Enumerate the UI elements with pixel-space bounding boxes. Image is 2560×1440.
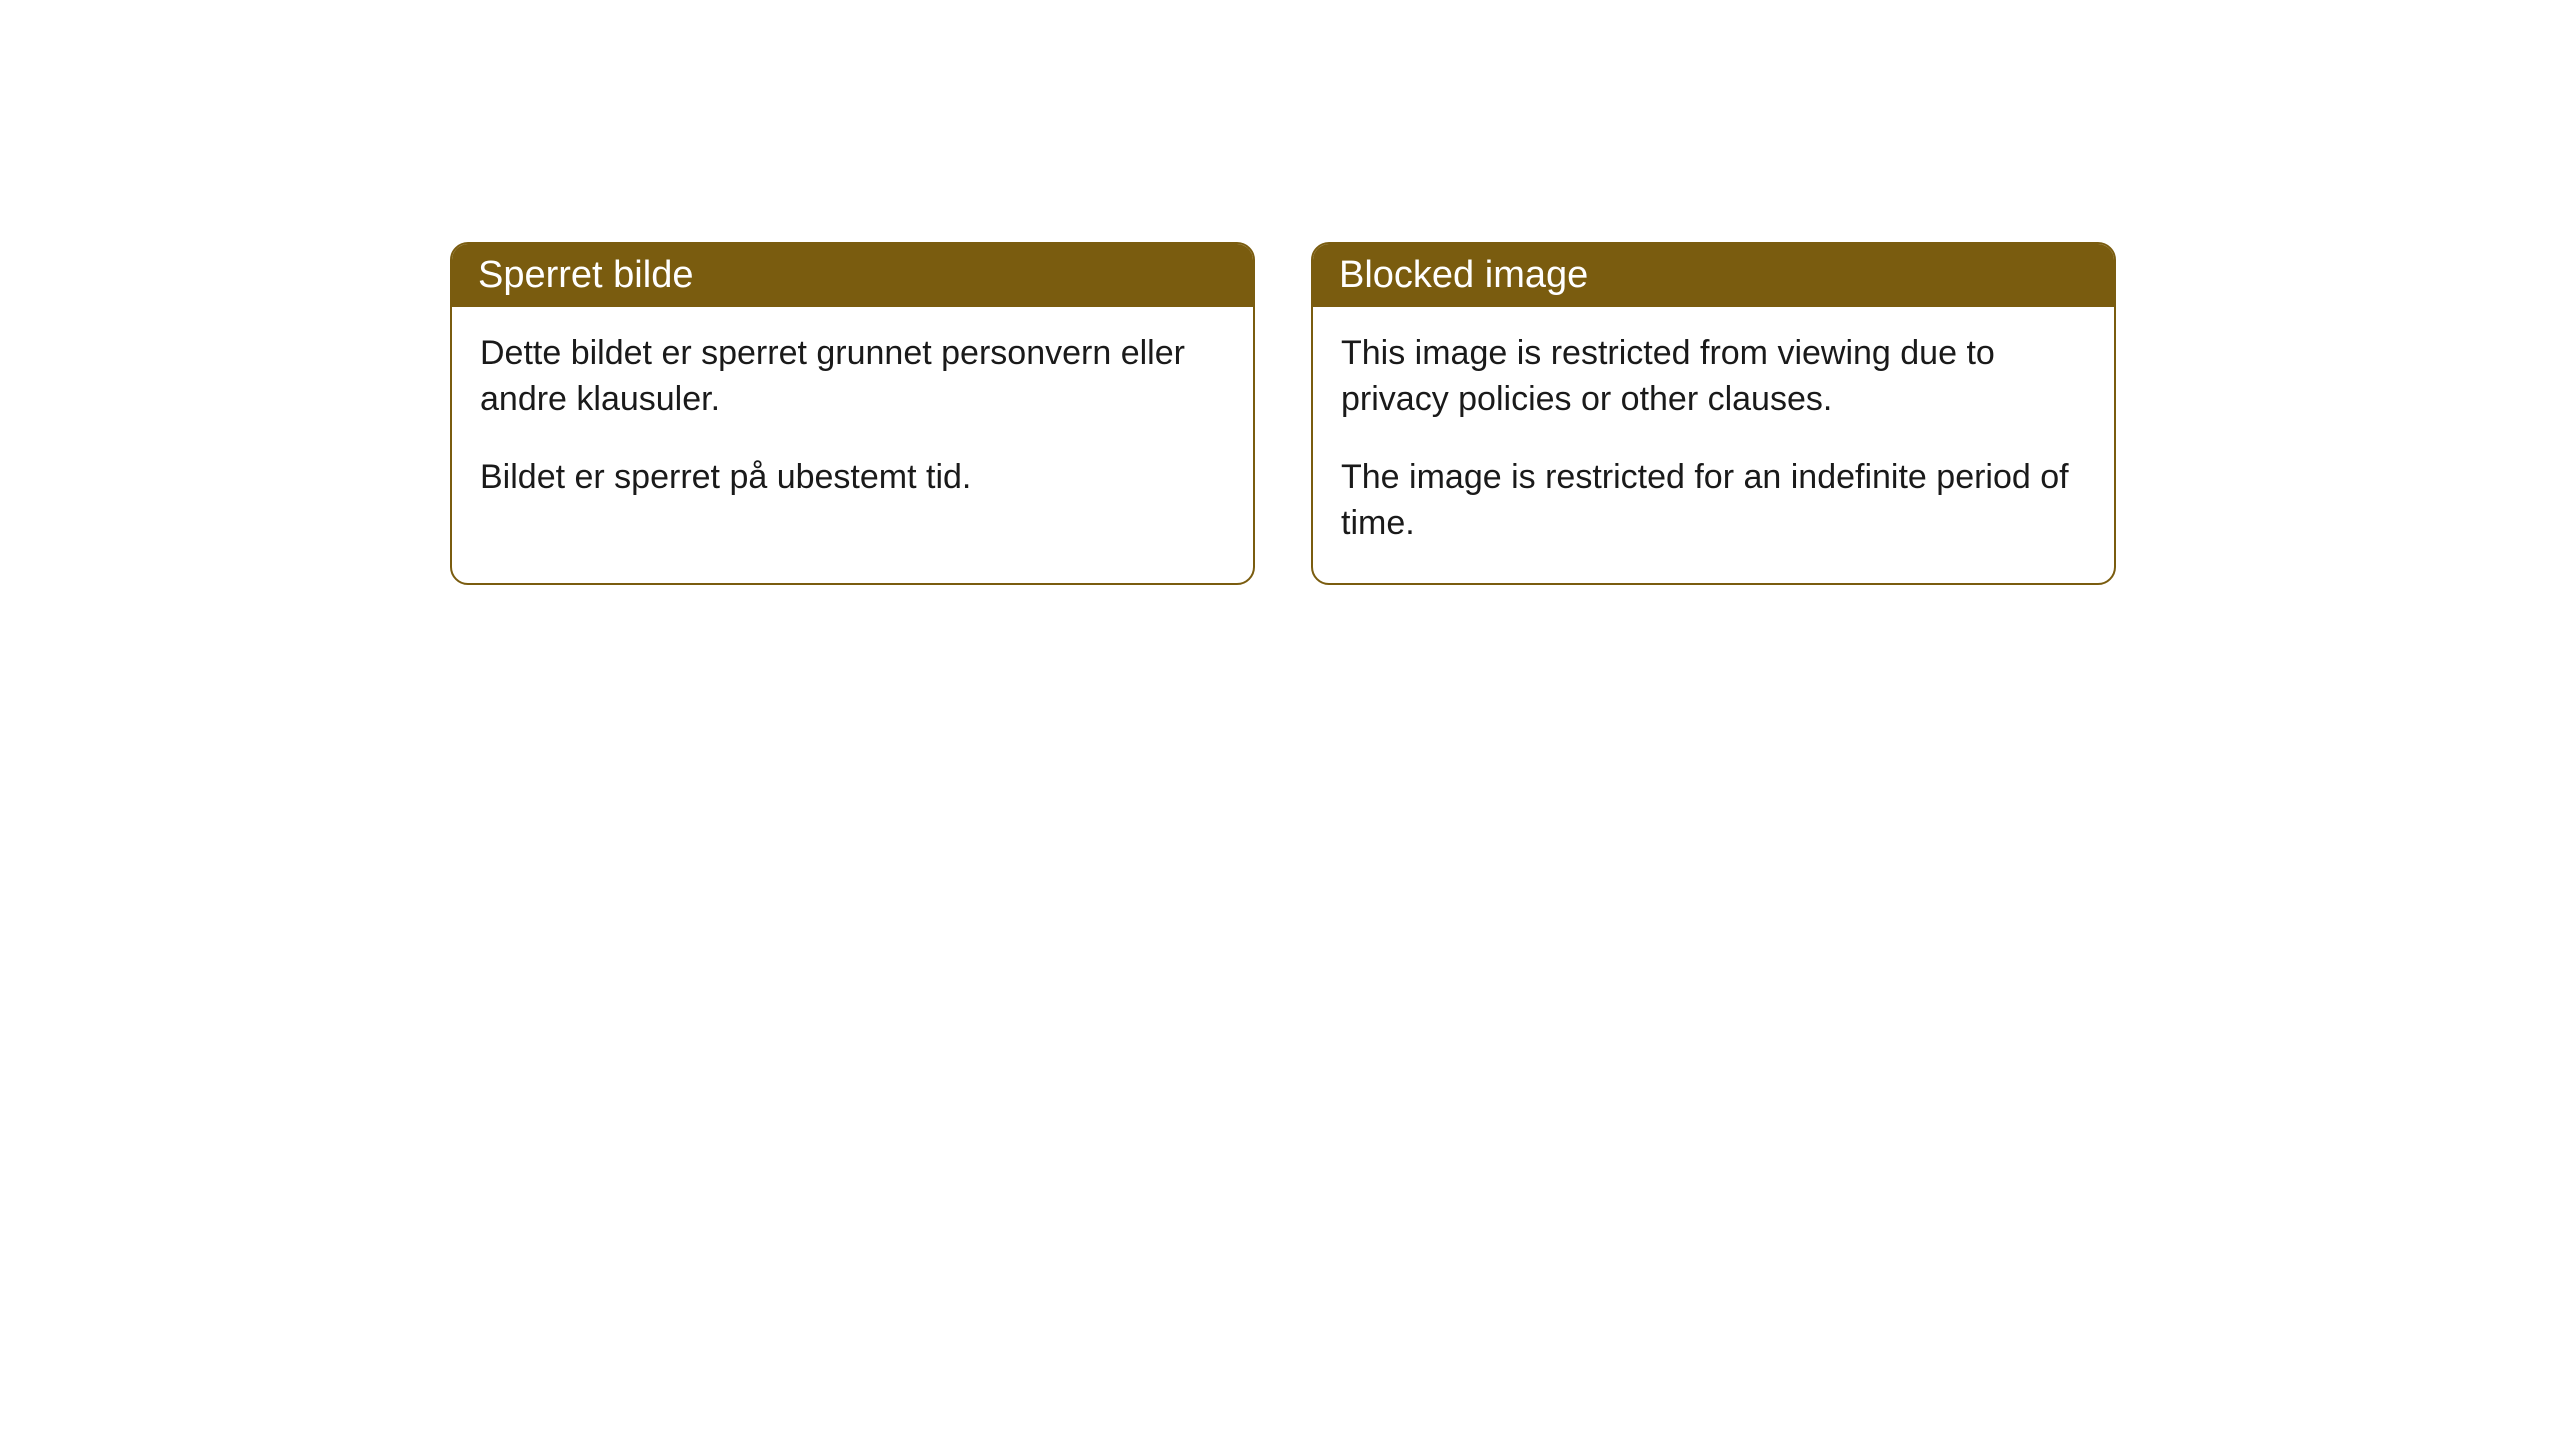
blocked-image-card-english: Blocked image This image is restricted f… bbox=[1311, 242, 2116, 585]
card-body-norwegian: Dette bildet er sperret grunnet personve… bbox=[452, 307, 1253, 537]
card-body-english: This image is restricted from viewing du… bbox=[1313, 307, 2114, 583]
card-paragraph-1: This image is restricted from viewing du… bbox=[1341, 331, 2086, 423]
card-paragraph-2: Bildet er sperret på ubestemt tid. bbox=[480, 455, 1225, 501]
card-paragraph-2: The image is restricted for an indefinit… bbox=[1341, 455, 2086, 547]
card-header-norwegian: Sperret bilde bbox=[452, 244, 1253, 307]
card-paragraph-1: Dette bildet er sperret grunnet personve… bbox=[480, 331, 1225, 423]
card-header-english: Blocked image bbox=[1313, 244, 2114, 307]
notice-cards-container: Sperret bilde Dette bildet er sperret gr… bbox=[450, 242, 2116, 585]
blocked-image-card-norwegian: Sperret bilde Dette bildet er sperret gr… bbox=[450, 242, 1255, 585]
